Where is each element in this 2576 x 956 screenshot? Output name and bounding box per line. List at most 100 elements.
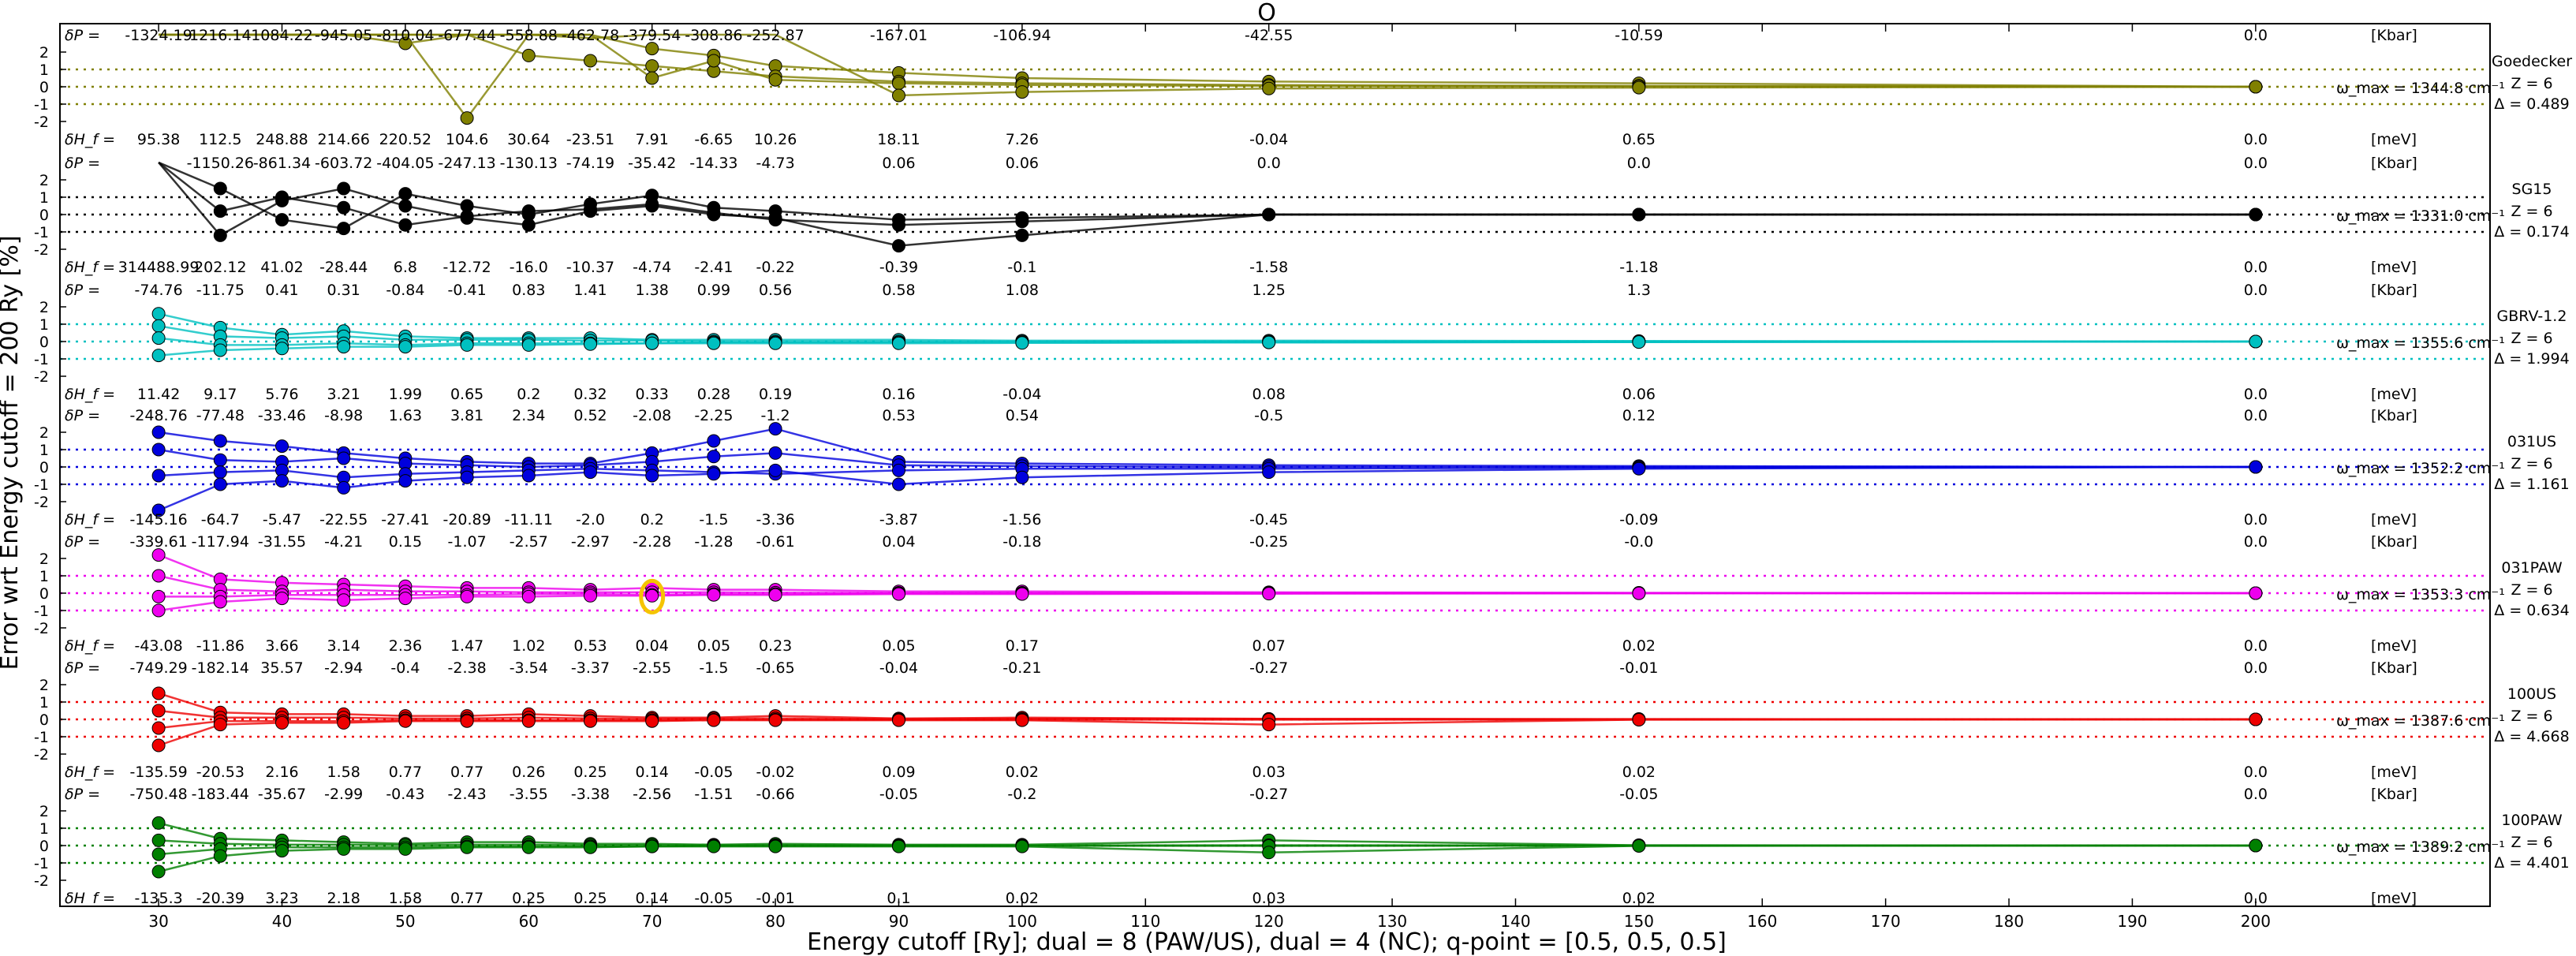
dp-value: 0.56 bbox=[759, 282, 792, 299]
data-point bbox=[213, 595, 227, 609]
dp-value: -11.75 bbox=[196, 282, 245, 299]
dp-value: -183.44 bbox=[192, 786, 249, 803]
band-tick-label: 2 bbox=[39, 424, 49, 442]
x-tick-label: 40 bbox=[272, 912, 292, 931]
dh-value: -0.22 bbox=[756, 259, 795, 276]
dp-value: 0.83 bbox=[512, 282, 545, 299]
series-delta: Δ = 4.668 bbox=[2494, 728, 2569, 745]
dp-value: -3.54 bbox=[510, 659, 548, 677]
dp-value: -2.56 bbox=[633, 786, 671, 803]
dp-value: 0.0 bbox=[2244, 659, 2268, 677]
dh-value: 0.08 bbox=[1253, 386, 1286, 403]
data-point bbox=[645, 59, 659, 73]
omega-label: ω_max = 1331.0 cm⁻¹ bbox=[2336, 207, 2505, 225]
data-point bbox=[645, 469, 659, 483]
dp-label: δP = bbox=[65, 533, 100, 551]
band-sg15: 210-1-2 δP = δH_f = 314488.99 -1150.26 202.12… bbox=[34, 155, 2570, 276]
band-tick-label: -2 bbox=[34, 114, 49, 131]
data-point bbox=[2249, 586, 2263, 600]
series-name: 031PAW bbox=[2501, 559, 2562, 577]
omega-label: ω_max = 1344.8 cm⁻¹ bbox=[2336, 80, 2505, 97]
dh-value: 0.0 bbox=[2244, 511, 2268, 528]
dp-value: -2.43 bbox=[448, 786, 487, 803]
dh-value: 0.16 bbox=[882, 386, 915, 403]
dp-value: -74.19 bbox=[566, 155, 614, 172]
dp-value: -2.55 bbox=[633, 659, 671, 677]
data-point bbox=[151, 349, 166, 363]
data-point bbox=[707, 467, 721, 481]
dh-value: 220.52 bbox=[379, 131, 431, 148]
dh-label: δH_f = bbox=[65, 386, 115, 403]
dp-value: -2.08 bbox=[633, 407, 671, 424]
series-line bbox=[159, 33, 2256, 120]
omega-label: ω_max = 1352.2 cm⁻¹ bbox=[2336, 460, 2505, 477]
dp-value: -182.14 bbox=[192, 659, 249, 677]
dp-value: -2.28 bbox=[633, 533, 671, 551]
data-point bbox=[768, 839, 782, 853]
band-tick-label: -2 bbox=[34, 368, 49, 386]
x-tick-label: 70 bbox=[642, 912, 662, 931]
x-tick-label: 130 bbox=[1377, 912, 1407, 931]
dh-value: 0.0 bbox=[2244, 764, 2268, 781]
series-delta: Δ = 1.994 bbox=[2494, 350, 2569, 368]
data-point bbox=[460, 840, 474, 854]
data-point bbox=[275, 213, 289, 227]
dp-value: 0.0 bbox=[2244, 155, 2268, 172]
dh-value: 0.0 bbox=[2244, 131, 2268, 148]
dh-value: 0.0 bbox=[2244, 259, 2268, 276]
plot-frame bbox=[59, 23, 2491, 907]
dp-value: 1.3 bbox=[1627, 282, 1651, 299]
dp-value: 0.54 bbox=[1006, 407, 1039, 424]
series-z: Z = 6 bbox=[2511, 708, 2552, 725]
dp-value: -1150.26 bbox=[187, 155, 254, 172]
dp-value: -252.87 bbox=[746, 27, 804, 44]
dh-value: -0.1 bbox=[1007, 259, 1036, 276]
dh-value: -2.41 bbox=[694, 259, 733, 276]
data-point bbox=[707, 336, 721, 350]
data-point bbox=[891, 77, 905, 91]
dp-label: δP = bbox=[65, 27, 100, 44]
dh-value: 248.88 bbox=[256, 131, 308, 148]
dh-value: -11.11 bbox=[505, 511, 553, 528]
dp-value: 0.04 bbox=[882, 533, 915, 551]
dp-value: -0.43 bbox=[386, 786, 424, 803]
dp-value: -1.07 bbox=[448, 533, 487, 551]
dh-value: -5.47 bbox=[263, 511, 301, 528]
data-point bbox=[398, 592, 413, 606]
dp-value: -0.61 bbox=[756, 533, 795, 551]
data-point bbox=[1632, 838, 1646, 853]
data-point bbox=[1262, 718, 1276, 732]
dh-value: -2.0 bbox=[576, 511, 605, 528]
data-point bbox=[1015, 336, 1029, 350]
dh-value: -0.02 bbox=[756, 764, 795, 781]
data-point bbox=[1262, 207, 1276, 222]
x-tick-label: 30 bbox=[148, 912, 168, 931]
dh-label: δH_f = bbox=[65, 511, 115, 528]
data-point bbox=[151, 865, 166, 879]
p-unit: [Kbar] bbox=[2371, 155, 2417, 172]
data-point bbox=[1015, 713, 1029, 727]
dp-value: -8.98 bbox=[324, 407, 363, 424]
data-point bbox=[521, 338, 536, 352]
band-tick-label: -1 bbox=[34, 476, 49, 494]
dp-value: -35.67 bbox=[258, 786, 306, 803]
dh-value: -1.56 bbox=[1002, 511, 1041, 528]
p-unit: [Kbar] bbox=[2371, 659, 2417, 677]
dh-value: 0.28 bbox=[697, 386, 730, 403]
data-point bbox=[213, 228, 227, 242]
data-point bbox=[398, 714, 413, 728]
band-tick-label: 0 bbox=[39, 459, 49, 476]
band-tick-label: 2 bbox=[39, 803, 49, 820]
data-point bbox=[891, 587, 905, 601]
band-tick-label: 2 bbox=[39, 299, 49, 316]
dp-value: -0.05 bbox=[879, 786, 918, 803]
data-point bbox=[768, 713, 782, 727]
dh-value: -145.16 bbox=[129, 511, 187, 528]
data-point bbox=[151, 307, 166, 321]
dp-value: 1.63 bbox=[389, 407, 422, 424]
omega-label: ω_max = 1389.2 cm⁻¹ bbox=[2336, 838, 2505, 856]
data-point bbox=[768, 336, 782, 350]
dh-value: -0.05 bbox=[694, 890, 733, 907]
dp-value: -0.2 bbox=[1007, 786, 1036, 803]
dh-value: -135.59 bbox=[129, 764, 187, 781]
